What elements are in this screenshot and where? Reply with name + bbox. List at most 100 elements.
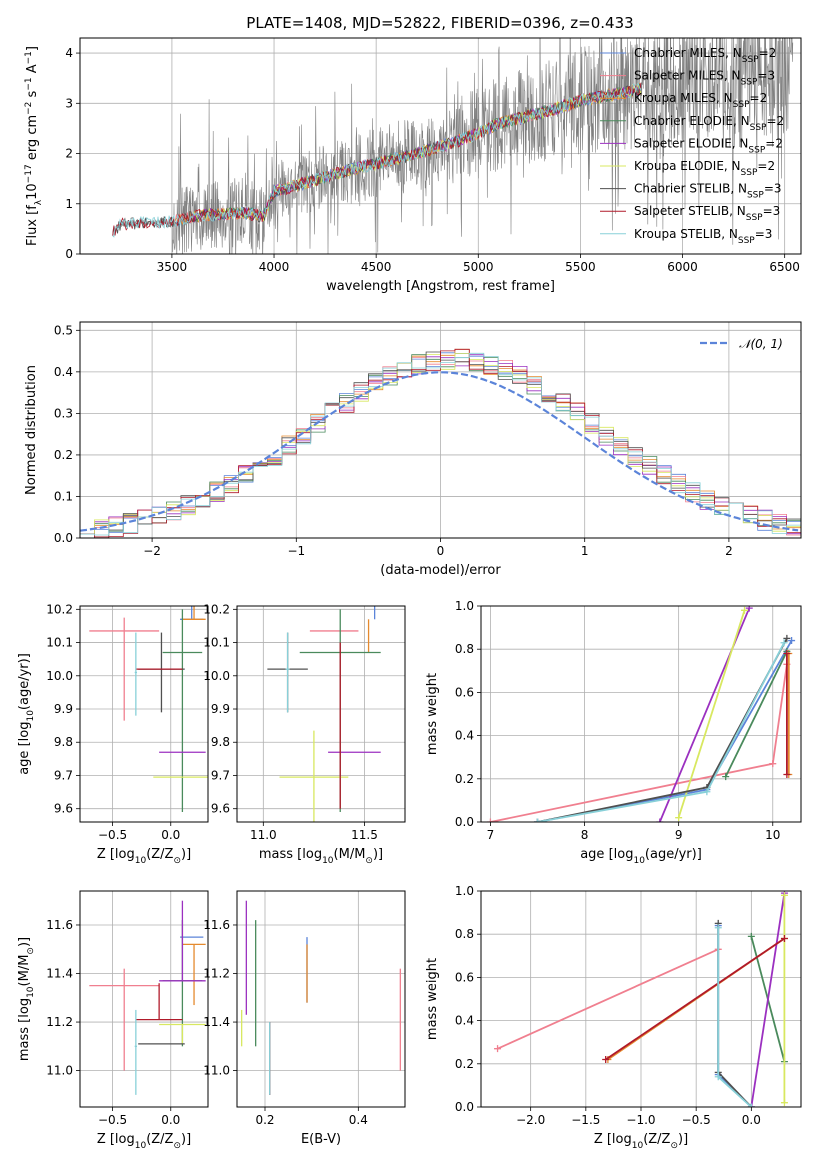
error-bar-point: [182, 943, 206, 1006]
x-tick-label: 7: [487, 828, 495, 842]
y-tick-label: 11.2: [203, 967, 230, 981]
mass-weight-line: [750, 893, 786, 1107]
legend-entry: Chabrier MILES, NSSP=2: [634, 46, 776, 65]
y-tick-label: 9.8: [54, 735, 73, 749]
mass_weight_vs_age-y-axis-label: mass weight: [425, 673, 440, 755]
y-tick-label: 9.6: [211, 802, 230, 816]
y-tick-label: 1.0: [455, 884, 474, 898]
residuals-x-axis-label: (data-model)/error: [380, 563, 501, 578]
y-tick-label: 0.8: [455, 927, 474, 941]
y-tick-label: 0.4: [54, 365, 73, 379]
spectrum-plot-area: [112, 38, 794, 254]
x-tick-label: 0.0: [742, 1113, 761, 1127]
y-tick-label: 9.7: [211, 768, 230, 782]
y-tick-label: 0.5: [54, 323, 73, 337]
error-bar-point: [285, 632, 290, 713]
x-tick-label: −1.5: [571, 1113, 600, 1127]
y-tick-label: 0.4: [455, 729, 474, 743]
legend-entry: 𝒩(0, 1): [739, 337, 783, 351]
mass_vs_Z-x-axis-label: Z [log10(Z/Z⊙)]: [97, 1132, 191, 1151]
mass-weight-marker: [722, 773, 730, 781]
age_vs_mass-plot-area: [267, 606, 381, 822]
mass_weight_vs_Z-x-axis-label: Z [log10(Z/Z⊙)]: [594, 1132, 688, 1151]
mass_vs_Z-frame: [79, 890, 209, 1108]
mass-weight-line: [717, 925, 752, 1107]
residual-histogram: [80, 348, 801, 538]
mass-weight-line: [605, 937, 785, 1061]
x-tick-label: 0.0: [161, 1113, 180, 1127]
residual-histogram: [80, 352, 801, 536]
x-tick-label: 8: [581, 828, 589, 842]
mass_vs_Z-y-axis-label: mass [log10(M/M⊙)]: [17, 937, 36, 1061]
x-tick-label: 4500: [361, 260, 392, 274]
y-tick-label: 1.0: [455, 599, 474, 613]
x-tick-label: 9: [675, 828, 683, 842]
x-tick-label: −1: [287, 544, 305, 558]
y-tick-label: 0.8: [455, 642, 474, 656]
y-tick-label: 10.0: [203, 669, 230, 683]
y-tick-label: 0.6: [455, 685, 474, 699]
y-tick-label: 11.6: [203, 918, 230, 932]
legend-entry: Salpeter STELIB, NSSP=3: [634, 204, 780, 223]
y-tick-label: 0.6: [455, 970, 474, 984]
error-bar-point: [138, 632, 185, 713]
mass-weight-marker: [783, 650, 791, 658]
age_vs_Z-x-axis-label: Z [log10(Z/Z⊙)]: [97, 847, 191, 866]
legend-entry: Salpeter MILES, NSSP=3: [634, 69, 775, 88]
y-tick-label: 11.4: [203, 1015, 230, 1029]
error-bar-point: [134, 1009, 138, 1095]
mass-weight-marker: [703, 788, 711, 796]
x-tick-label: −0.5: [98, 828, 127, 842]
observed-spectrum-line: [112, 38, 794, 254]
mass-weight-vs-metallicity-panel: −2.0 −1.5 −1.0 −0.5 0.0 0.0 0.2 0.4 0.6 0.8 1.0 Z […: [425, 884, 802, 1151]
mass-vs-metallicity-panel: −0.5 0.0 11.0 11.2 11.4 11.6 Z [log10(Z/Z⊙)] ma…: [17, 890, 209, 1151]
error-bar-point: [279, 730, 349, 822]
mass-weight-marker: [780, 639, 788, 647]
spectrum-y-axis-label: Flux [fλ10−17 erg cm−2 s−1 A−1]: [24, 46, 44, 246]
spectrum-x-axis-label: wavelength [Angstrom, rest frame]: [326, 279, 555, 294]
mass_vs_Z-grid: [80, 891, 208, 1107]
mass-weight-line: [677, 610, 746, 818]
x-tick-label: −0.5: [682, 1113, 711, 1127]
y-tick-label: 0.2: [455, 772, 474, 786]
x-tick-label: −2.0: [516, 1113, 545, 1127]
legend-entry: Salpeter ELODIE, NSSP=2: [634, 136, 783, 155]
mass-weight-line: [497, 948, 719, 1050]
y-tick-label: 2: [65, 147, 73, 161]
y-tick-label: 0.3: [54, 406, 73, 420]
age_vs_Z-plot-area: [89, 606, 208, 813]
mass-weight-marker: [675, 814, 683, 822]
error-bar-point: [134, 632, 138, 716]
legend-entry: Chabrier STELIB, NSSP=3: [634, 182, 782, 201]
x-tick-label: 11.0: [250, 828, 277, 842]
mass_vs_EBV-x-axis-label: E(B-V): [301, 1132, 341, 1147]
y-tick-label: 10.0: [46, 669, 73, 683]
error-bar-point: [135, 983, 183, 1021]
x-tick-label: 11.5: [351, 828, 378, 842]
residuals-y-axis-label: Normed distribution: [24, 365, 39, 495]
y-tick-label: 11.2: [46, 1015, 73, 1029]
age-vs-mass-panel: 11.0 11.5 9.6 9.7 9.8 9.9 10.0 10.1 10.2 mass [lo…: [203, 602, 406, 866]
mass-weight-line: [537, 637, 788, 822]
y-tick-label: 4: [65, 46, 73, 60]
mass-weight-marker: [602, 1055, 610, 1063]
x-tick-label: −0.5: [98, 1113, 127, 1127]
y-tick-label: 0.2: [54, 448, 73, 462]
y-tick-label: 10.1: [203, 636, 230, 650]
mass_weight_vs_age-grid: [481, 605, 801, 823]
error-bar-point: [162, 609, 203, 813]
figure-title: PLATE=1408, MJD=52822, FIBERID=0396, z=0…: [246, 14, 633, 32]
age_vs_mass-grid: [237, 606, 405, 822]
y-tick-label: 11.4: [46, 967, 73, 981]
y-tick-label: 10.1: [46, 636, 73, 650]
y-tick-label: 0.4: [455, 1014, 474, 1028]
x-tick-label: 0.2: [255, 1113, 274, 1127]
y-tick-label: 9.9: [54, 702, 73, 716]
age_vs_Z-grid: [80, 606, 208, 822]
y-tick-label: 0: [65, 247, 73, 261]
y-tick-label: 0.0: [54, 531, 73, 545]
y-tick-label: 11.6: [46, 918, 73, 932]
mass-weight-marker: [747, 1103, 755, 1107]
x-tick-label: 2: [725, 544, 733, 558]
spectrum-legend: Chabrier MILES, NSSP=2 Salpeter MILES, NS…: [600, 46, 784, 246]
